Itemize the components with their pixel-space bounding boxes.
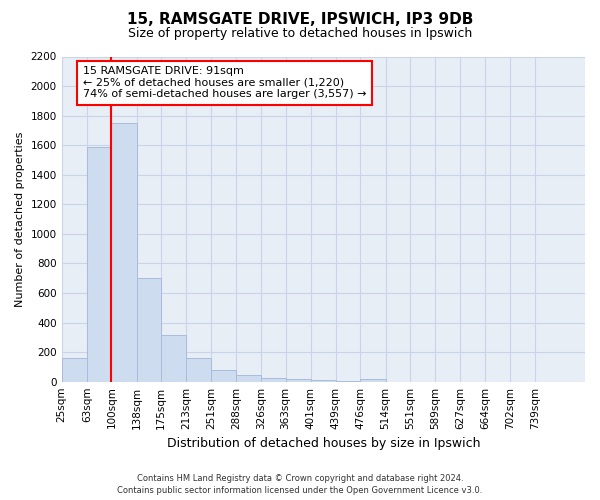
Text: 15, RAMSGATE DRIVE, IPSWICH, IP3 9DB: 15, RAMSGATE DRIVE, IPSWICH, IP3 9DB <box>127 12 473 28</box>
Bar <box>311 380 336 382</box>
Bar <box>161 335 186 382</box>
Bar <box>361 379 386 382</box>
Bar <box>186 358 211 382</box>
Bar <box>112 123 137 382</box>
Bar <box>87 146 112 382</box>
Bar <box>62 358 87 382</box>
Bar <box>236 375 261 382</box>
Bar <box>211 370 236 382</box>
Bar <box>286 379 311 382</box>
X-axis label: Distribution of detached houses by size in Ipswich: Distribution of detached houses by size … <box>167 437 480 450</box>
Bar <box>137 278 161 382</box>
Bar <box>261 378 286 382</box>
Y-axis label: Number of detached properties: Number of detached properties <box>15 132 25 307</box>
Text: Size of property relative to detached houses in Ipswich: Size of property relative to detached ho… <box>128 28 472 40</box>
Text: 15 RAMSGATE DRIVE: 91sqm
← 25% of detached houses are smaller (1,220)
74% of sem: 15 RAMSGATE DRIVE: 91sqm ← 25% of detach… <box>83 66 366 100</box>
Text: Contains HM Land Registry data © Crown copyright and database right 2024.
Contai: Contains HM Land Registry data © Crown c… <box>118 474 482 495</box>
